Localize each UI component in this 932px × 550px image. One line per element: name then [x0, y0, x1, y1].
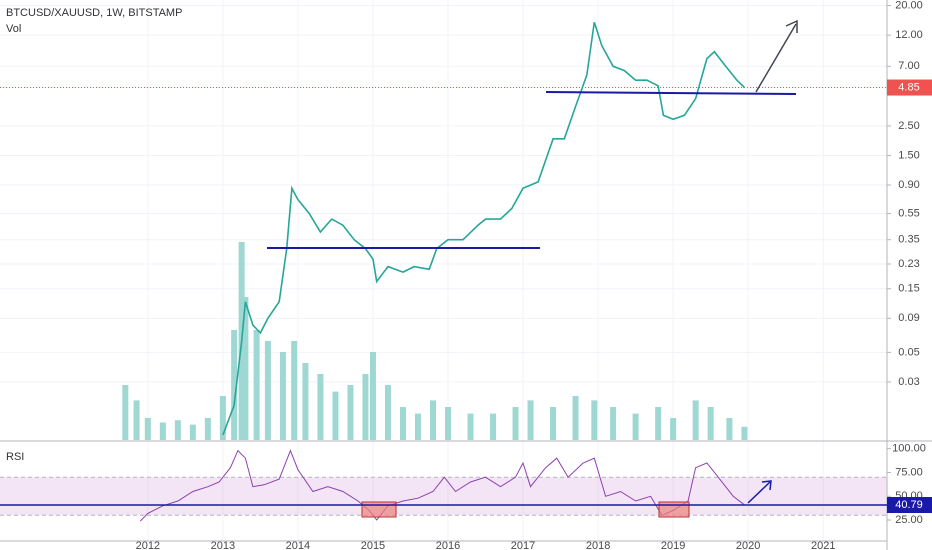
volume-bar — [399, 407, 406, 440]
volume-bar — [467, 413, 474, 440]
y-tick-label: 12.00 — [895, 29, 923, 41]
y-tick-label: 0.09 — [898, 312, 919, 324]
y-tick-label: 100.00 — [892, 443, 926, 455]
x-tick-label: 2014 — [286, 540, 310, 550]
volume-bar — [726, 418, 733, 440]
volume-bar — [317, 374, 324, 440]
y-tick-label: 0.03 — [898, 376, 919, 388]
y-tick-label: 0.15 — [898, 283, 919, 295]
arrow-head — [785, 19, 798, 33]
y-tick-label: 0.55 — [898, 207, 919, 219]
marks — [122, 21, 748, 522]
volume-bar — [670, 418, 677, 440]
volume-bar — [231, 330, 238, 440]
volume-bar — [692, 400, 699, 440]
volume-bar — [219, 396, 226, 440]
x-tick-label: 2012 — [136, 540, 160, 550]
volume-bar — [362, 374, 369, 440]
price-line — [222, 21, 745, 436]
volume-bar — [122, 385, 129, 440]
volume-bar — [632, 413, 639, 440]
volume-bar — [429, 400, 436, 440]
last-price-label: 4.85 — [898, 81, 919, 93]
y-tick-label: 2.50 — [898, 120, 919, 132]
y-tick-label: 7.00 — [898, 60, 919, 72]
y-tick-label: 20.00 — [895, 0, 923, 11]
y-tick-label: 0.05 — [898, 346, 919, 358]
arrow-head — [761, 480, 772, 491]
x-tick-label: 2017 — [511, 540, 535, 550]
volume-bar — [291, 341, 298, 440]
y-tick-label: 0.35 — [898, 234, 919, 246]
chart-title: BTCUSD/XAUUSD, 1W, BITSTAMP — [6, 7, 182, 19]
volume-bar — [490, 413, 497, 440]
support-line — [545, 91, 797, 95]
y-tick-label: 0.23 — [898, 258, 919, 270]
volume-bar — [384, 385, 391, 440]
x-tick-label: 2018 — [586, 540, 610, 550]
volume-bar — [445, 407, 452, 440]
rsi-last-box — [887, 497, 932, 514]
x-tick-label: 2021 — [811, 540, 835, 550]
x-tick-label: 2013 — [211, 540, 235, 550]
rsi-line — [139, 449, 745, 522]
volume-bar — [242, 297, 249, 440]
last-price-box — [887, 79, 932, 96]
volume-bar — [707, 407, 714, 440]
volume-bar — [332, 391, 339, 440]
rsi-band — [0, 477, 887, 516]
volume-bar — [159, 422, 166, 440]
y-tick-label: 25.00 — [895, 514, 923, 526]
volume-bar — [550, 407, 557, 440]
volume-bar — [189, 424, 196, 440]
x-tick-label: 2016 — [436, 540, 460, 550]
x-tick-label: 2019 — [661, 540, 685, 550]
volume-bar — [264, 341, 271, 440]
volume-bar — [610, 407, 617, 440]
x-tick-label: 2015 — [361, 540, 385, 550]
volume-bar — [347, 385, 354, 440]
volume-bar — [144, 418, 151, 440]
volume-bar — [512, 407, 519, 440]
volume-bar — [655, 407, 662, 440]
volume-bar — [133, 400, 140, 440]
volume-bar — [369, 352, 376, 440]
grid — [0, 0, 887, 541]
volume-bar — [279, 352, 286, 440]
volume-label: Vol — [6, 23, 21, 35]
rsi-label: RSI — [6, 451, 24, 463]
volume-bar — [572, 396, 579, 440]
arrow — [747, 481, 771, 504]
volume-bar — [302, 363, 309, 440]
volume-bar — [591, 400, 598, 440]
volume-bar — [741, 426, 748, 440]
rsi-last-label: 40.79 — [895, 499, 923, 511]
volume-bar — [174, 420, 181, 440]
y-tick-label: 1.50 — [898, 149, 919, 161]
arrow — [755, 23, 797, 93]
y-tick-label: 0.90 — [898, 179, 919, 191]
y-tick-label: 75.00 — [895, 466, 923, 478]
volume-bar — [204, 418, 211, 440]
volume-bar — [527, 400, 534, 440]
volume-bar — [414, 413, 421, 440]
x-tick-label: 2020 — [736, 540, 760, 550]
volume-bar — [253, 330, 260, 440]
